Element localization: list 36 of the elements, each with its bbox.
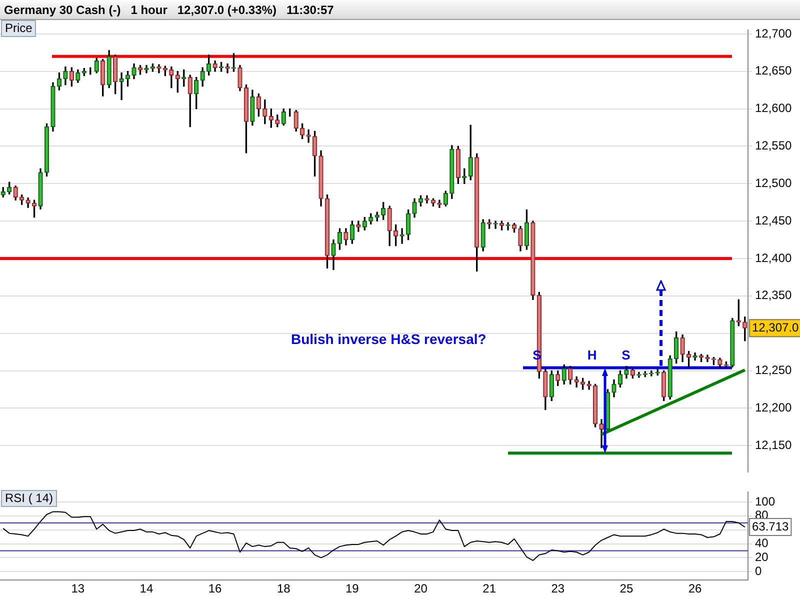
y-tick-label: 12,250 bbox=[755, 363, 792, 378]
y-tick-label: 12,650 bbox=[755, 64, 792, 78]
chart-title: Germany 30 Cash (-) 1 hour 12,307.0 (+0.33%) 11:30:57 bbox=[0, 0, 800, 20]
y-tick-label: 12,400 bbox=[755, 250, 792, 265]
y-tick-label: 12,700 bbox=[755, 26, 792, 40]
y-tick-label: 12,550 bbox=[755, 138, 792, 153]
x-tick-label: 19 bbox=[346, 582, 360, 596]
text: 12,307.0 bbox=[752, 320, 800, 334]
y-tick-label: 12,150 bbox=[755, 438, 792, 452]
x-tick-label: 13 bbox=[71, 582, 85, 596]
x-tick-label: 25 bbox=[620, 582, 634, 596]
annotation: H bbox=[587, 347, 597, 362]
annotation: Bulish inverse H&S reversal? bbox=[291, 330, 486, 347]
y-tick-label: 100 bbox=[755, 494, 776, 508]
y-tick-label: 0 bbox=[755, 564, 762, 578]
y-tick-label: 12,500 bbox=[755, 176, 792, 190]
y-tick-label: 12,200 bbox=[755, 400, 792, 414]
x-tick-label: 26 bbox=[688, 582, 702, 596]
x-tick-label: 21 bbox=[482, 582, 496, 596]
y-tick-label: 40 bbox=[755, 536, 769, 550]
text: 63.713 bbox=[752, 519, 790, 534]
candlestick bbox=[705, 354, 710, 362]
annotation: S bbox=[622, 347, 631, 362]
y-tick-label: 12,600 bbox=[755, 101, 792, 116]
y-tick-label: 20 bbox=[755, 550, 769, 564]
x-tick-label: 20 bbox=[414, 582, 428, 596]
x-tick-label: 16 bbox=[208, 582, 222, 596]
y-tick-label: 12,450 bbox=[755, 213, 792, 228]
x-tick-label: 23 bbox=[551, 582, 565, 596]
y-tick-label: 12,350 bbox=[755, 288, 792, 302]
x-tick-label: 18 bbox=[276, 582, 291, 596]
x-tick-label: 14 bbox=[140, 582, 154, 596]
candlestick bbox=[119, 72, 124, 100]
y-axis-title: Price bbox=[1, 20, 36, 37]
candlestick bbox=[586, 380, 592, 390]
y-axis-title: RSI ( 14) bbox=[1, 490, 58, 507]
